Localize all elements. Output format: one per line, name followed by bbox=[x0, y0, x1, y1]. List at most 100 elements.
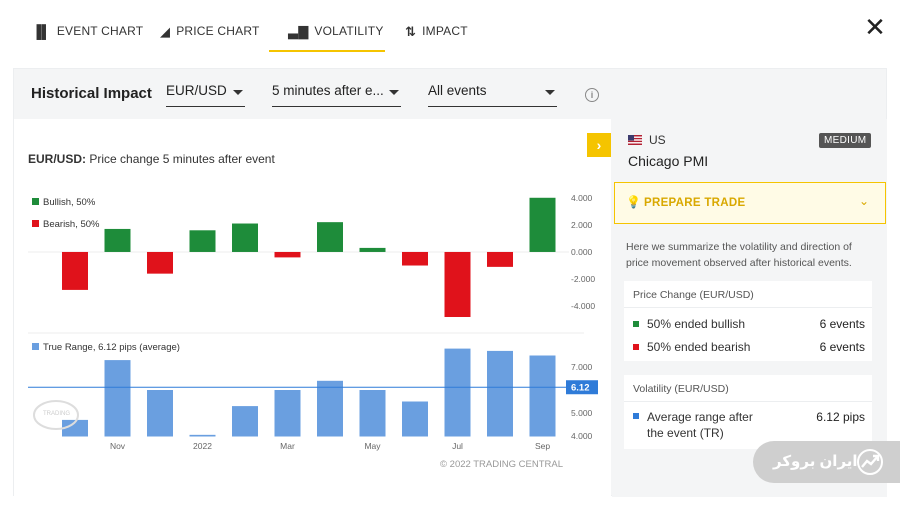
tab-label: VOLATILITY bbox=[314, 24, 384, 38]
toolbar: Historical Impact EUR/USD 5 minutes afte… bbox=[14, 69, 888, 119]
price-change-bar bbox=[189, 230, 216, 252]
y-tick-label: -4.000 bbox=[571, 301, 595, 311]
brand-text: ایران بروکر bbox=[773, 453, 858, 470]
tab-volatility[interactable]: ▃▇ VOLATILITY bbox=[269, 14, 385, 52]
price-change-bar bbox=[444, 251, 471, 317]
us-flag-icon bbox=[628, 135, 642, 145]
true-range-bar bbox=[189, 434, 216, 437]
event-country: US bbox=[649, 133, 666, 147]
price-change-bar bbox=[104, 228, 131, 252]
timing-dropdown[interactable]: 5 minutes after e... bbox=[272, 83, 401, 107]
event-name: Chicago PMI bbox=[628, 153, 709, 169]
price-change-bar bbox=[402, 251, 428, 266]
divider bbox=[624, 307, 872, 308]
y-tick-label: 5.000 bbox=[571, 408, 593, 418]
volatility-card: Volatility (EUR/USD) Average range after… bbox=[624, 375, 872, 449]
tab-impact[interactable]: ⇅ IMPACT bbox=[405, 14, 468, 52]
price-change-bar bbox=[62, 251, 88, 290]
true-range-bar bbox=[444, 348, 471, 437]
tab-event-chart[interactable]: ▐▌ EVENT CHART bbox=[32, 14, 143, 52]
x-tick-label: 2022 bbox=[193, 441, 212, 451]
average-range-label-line1: Average range after bbox=[647, 410, 753, 424]
y-tick-label: 7.000 bbox=[571, 362, 593, 372]
average-range-value: 6.12 pips bbox=[816, 410, 865, 424]
chevron-down-icon: ⌄ bbox=[859, 194, 870, 208]
y-tick-label: 4.000 bbox=[571, 431, 593, 441]
average-range-label-line2: the event (TR) bbox=[647, 426, 724, 440]
up-down-arrows-icon: ⇅ bbox=[405, 24, 417, 39]
true-range-bar bbox=[104, 360, 131, 437]
true-range-legend-label: True Range, 6.12 pips (average) bbox=[43, 342, 180, 353]
x-tick-label: Jul bbox=[452, 441, 463, 451]
expand-panel-button[interactable]: › bbox=[587, 133, 611, 157]
bearish-legend-swatch bbox=[32, 220, 39, 227]
tab-price-chart[interactable]: ◢ PRICE CHART bbox=[160, 14, 260, 52]
chart-area: EUR/USD: Price change 5 minutes after ev… bbox=[14, 119, 611, 497]
true-range-bar bbox=[529, 355, 556, 437]
trading-central-logo-text: TRADING bbox=[43, 411, 70, 417]
bearish-legend-label: Bearish, 50% bbox=[43, 219, 100, 230]
bearish-count: 6 events bbox=[819, 340, 865, 354]
average-value-marker bbox=[566, 380, 598, 395]
chart-title-text: Price change 5 minutes after event bbox=[89, 152, 275, 166]
x-tick-label: Nov bbox=[110, 441, 126, 451]
chart-tabs: ▐▌ EVENT CHART ◢ PRICE CHART ▃▇ VOLATILI… bbox=[0, 0, 900, 56]
trading-central-logo bbox=[33, 400, 79, 430]
prepare-trade-button[interactable]: 💡 PREPARE TRADE ⌄ bbox=[614, 182, 886, 224]
info-icon[interactable]: i bbox=[585, 88, 599, 102]
filter-value: All events bbox=[428, 83, 487, 98]
x-tick-label: Mar bbox=[280, 441, 295, 451]
copyright-text: © 2022 TRADING CENTRAL bbox=[440, 459, 563, 470]
bullish-label: 50% ended bullish bbox=[647, 317, 746, 331]
chart-title: EUR/USD: Price change 5 minutes after ev… bbox=[28, 152, 275, 166]
pair-value: EUR/USD bbox=[166, 83, 227, 98]
bearish-label: 50% ended bearish bbox=[647, 340, 751, 354]
close-icon[interactable]: ✕ bbox=[864, 12, 886, 42]
true-range-bar bbox=[274, 390, 301, 437]
average-range-label: Average range after the event (TR) bbox=[647, 409, 753, 441]
true-range-bar bbox=[487, 350, 513, 437]
chart-title-pair: EUR/USD: bbox=[28, 152, 87, 166]
price-change-heading: Price Change (EUR/USD) bbox=[633, 289, 754, 301]
chevron-down-icon bbox=[545, 90, 555, 95]
y-tick-label: 0.000 bbox=[571, 247, 593, 257]
chevron-right-icon: › bbox=[596, 137, 602, 153]
events-filter-dropdown[interactable]: All events bbox=[428, 83, 557, 107]
timing-value: 5 minutes after e... bbox=[272, 83, 384, 98]
x-tick-label: Sep bbox=[535, 441, 550, 451]
y-tick-label: -2.000 bbox=[571, 274, 595, 284]
price-change-bar bbox=[274, 251, 301, 258]
true-range-bar bbox=[359, 390, 386, 437]
true-range-bar bbox=[317, 380, 343, 437]
volatility-chart: 4.000 2.000 0.000 -2.000 -4.000 Bullish, 50% B… bbox=[28, 193, 598, 470]
average-value-label: 6.12 bbox=[571, 383, 590, 394]
volatility-icon: ▃▇ bbox=[288, 24, 309, 39]
true-range-bar bbox=[147, 390, 173, 437]
range-color-square bbox=[633, 413, 639, 419]
bullish-color-square bbox=[633, 321, 639, 327]
chevron-down-icon bbox=[233, 90, 243, 95]
true-range-bar bbox=[62, 419, 88, 437]
volatility-heading: Volatility (EUR/USD) bbox=[633, 383, 729, 395]
bearish-color-square bbox=[633, 344, 639, 350]
area-chart-icon: ◢ bbox=[160, 24, 171, 39]
price-change-bar bbox=[529, 197, 556, 252]
trend-up-logo-icon bbox=[857, 449, 883, 475]
chevron-down-icon bbox=[389, 90, 399, 95]
summary-text: Here we summarize the volatility and dir… bbox=[626, 241, 852, 269]
true-range-bar bbox=[232, 406, 258, 437]
pair-dropdown[interactable]: EUR/USD bbox=[166, 83, 245, 107]
y-tick-label: 4.000 bbox=[571, 193, 593, 203]
tab-label: EVENT CHART bbox=[56, 24, 144, 38]
bullish-legend-swatch bbox=[32, 198, 39, 205]
price-change-bar bbox=[317, 222, 343, 252]
tab-label: PRICE CHART bbox=[176, 24, 260, 38]
price-change-bar bbox=[147, 251, 173, 274]
tab-label: IMPACT bbox=[422, 24, 468, 38]
x-tick-label: May bbox=[364, 441, 381, 451]
price-change-card: Price Change (EUR/USD) 50% ended bullish… bbox=[624, 281, 872, 361]
price-change-bar bbox=[487, 251, 513, 267]
price-change-bar bbox=[359, 247, 386, 252]
page-title: Historical Impact bbox=[31, 85, 152, 102]
bullish-count: 6 events bbox=[819, 317, 865, 331]
